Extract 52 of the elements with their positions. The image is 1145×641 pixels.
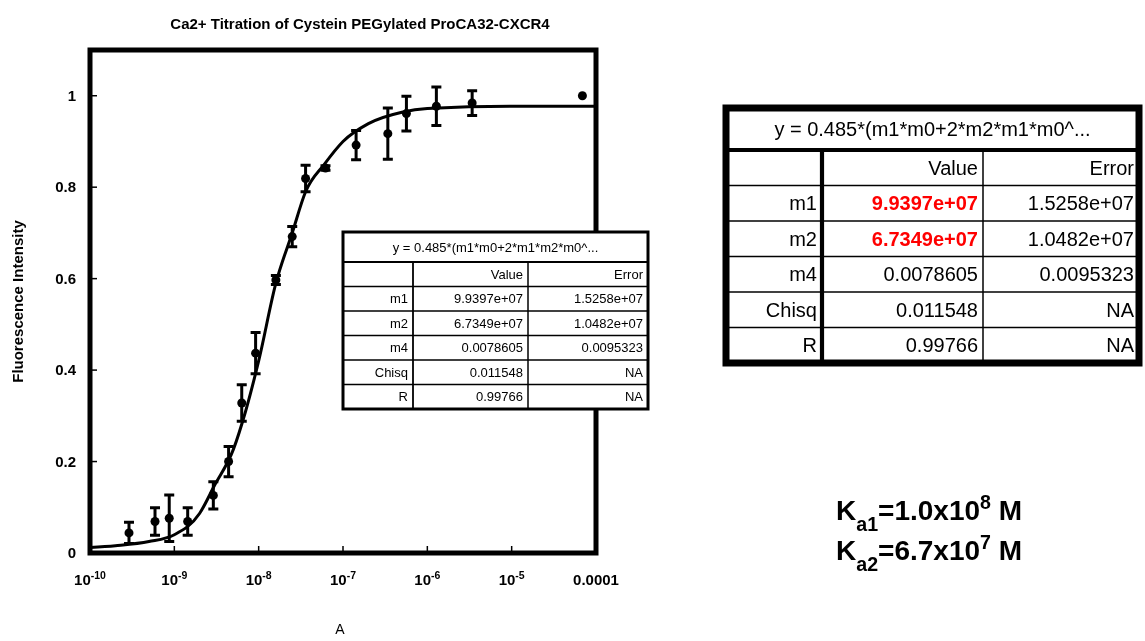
annotation: 0.0078605 bbox=[461, 340, 523, 356]
y-tick-label: 1 bbox=[67, 86, 76, 104]
y-tick-label: 0 bbox=[67, 544, 76, 561]
text: 1.5258e+07 bbox=[1027, 192, 1134, 215]
annotation: 0.99766 bbox=[476, 389, 523, 405]
y-tick-label: 0.8 bbox=[55, 178, 76, 196]
annotation: Value bbox=[490, 266, 523, 282]
annotation: 6.7349e+07 bbox=[453, 315, 523, 331]
annotation: R bbox=[398, 389, 408, 405]
annotation: 1.0482e+07 bbox=[573, 315, 643, 331]
text: 0.99766 bbox=[905, 334, 978, 357]
chart-title: Ca2+ Titration of Cystein PEGylated ProCA32-CXCR4 bbox=[170, 15, 551, 32]
x-tick-label: 0.0001 bbox=[573, 571, 619, 588]
x-tick-label: 10$^{-7}$ bbox=[329, 569, 357, 588]
text: NA bbox=[624, 389, 644, 405]
annotation: Chisq bbox=[374, 364, 408, 380]
x-tick-label: 10$^{-6}$ bbox=[414, 569, 441, 588]
text: Error bbox=[1089, 156, 1135, 179]
y-tick-label: 0.4 bbox=[55, 361, 77, 379]
annotation: m1 bbox=[389, 291, 408, 307]
text: R bbox=[802, 334, 817, 357]
x-tick-label: 10$^{-9}$ bbox=[161, 569, 188, 588]
text: 1.0482e+07 bbox=[1027, 227, 1134, 250]
y-axis-title: Fluorescence Intensity bbox=[9, 219, 26, 383]
annotation: 1.5258e+07 bbox=[573, 291, 643, 307]
x-tick-label: 10$^{-5}$ bbox=[498, 569, 525, 588]
x-tick-label: 10$^{-8}$ bbox=[245, 569, 272, 588]
text: Value bbox=[928, 156, 978, 179]
text: 0.0078605 bbox=[883, 263, 978, 286]
text: NA bbox=[1106, 298, 1135, 321]
text: 6.7349e+07 bbox=[871, 227, 978, 250]
y-tick-label: 0.6 bbox=[55, 269, 76, 287]
text: NA bbox=[1106, 334, 1135, 357]
x-tick-label: 10$^{-10}$ bbox=[74, 569, 107, 588]
annotation: m4 bbox=[389, 340, 408, 356]
annotation: m2 bbox=[389, 315, 408, 331]
y-tick-label: 0.2 bbox=[55, 452, 76, 470]
text: 0.0095323 bbox=[1039, 263, 1134, 286]
text: 0.011548 bbox=[896, 298, 978, 321]
text: m2 bbox=[789, 227, 817, 250]
text: m4 bbox=[789, 263, 817, 286]
annotation: 0.011548 bbox=[469, 364, 523, 380]
annotation: 9.9397e+07 bbox=[453, 291, 523, 307]
text: 9.9397e+07 bbox=[871, 192, 978, 215]
text: Chisq bbox=[765, 298, 817, 321]
text: Error bbox=[614, 266, 644, 282]
annotation: y = 0.485*(m1*m0+2*m1*m2*m0^... bbox=[392, 239, 599, 255]
text: NA bbox=[624, 364, 644, 380]
annotation: 0.0095323 bbox=[581, 340, 643, 356]
text: m1 bbox=[789, 192, 817, 215]
text: A bbox=[335, 621, 346, 637]
text: y = 0.485*(m1*m0+2*m2*m1*m0^... bbox=[774, 118, 1091, 140]
